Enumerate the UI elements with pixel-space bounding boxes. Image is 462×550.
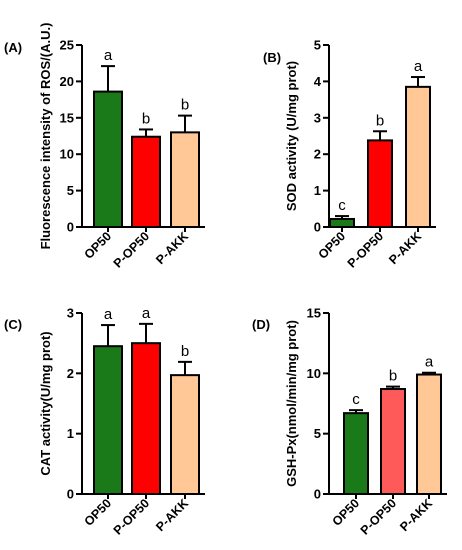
y-tick-label: 20: [60, 74, 74, 89]
x-tick-label: P-OP50: [345, 229, 386, 270]
y-axis-title: Fluorescence intensity of ROS/(A.U.): [38, 23, 53, 250]
y-axis-title: GSH-Px(nmol/min/mg prot): [284, 320, 299, 487]
significance-letter: b: [142, 110, 150, 127]
panel-label: (A): [4, 40, 22, 55]
significance-letter: b: [181, 97, 189, 114]
y-tick-label: 10: [307, 366, 321, 381]
y-tick-label: 3: [67, 306, 74, 321]
panel-label: (D): [252, 317, 270, 332]
y-tick-label: 2: [314, 147, 321, 162]
x-tick-label: P-AKK: [153, 229, 191, 267]
x-tick-label: OP50: [82, 496, 115, 529]
significance-letter: b: [181, 343, 189, 360]
bar-p-akk: [416, 373, 442, 496]
y-tick-label: 10: [60, 147, 74, 162]
x-tick-label: P-OP50: [111, 496, 152, 537]
y-tick-label: 5: [314, 38, 321, 53]
bar-op50: [93, 90, 123, 229]
panel-label: (B): [263, 50, 281, 65]
y-tick-label: 0: [314, 487, 321, 502]
chart-panel-d: (D) 0 5 10 15 GSH-Px(nmol/min/mg prot) c OP50 b P…: [252, 306, 447, 538]
x-tick-label: P-OP50: [358, 496, 399, 537]
bar-p-akk: [170, 131, 200, 228]
significance-letter: b: [376, 112, 384, 129]
y-tick-label: 25: [60, 38, 74, 53]
panel-label: (C): [4, 317, 22, 332]
bar-op50: [329, 217, 355, 229]
bar-p-op50: [131, 342, 161, 495]
significance-letter: a: [142, 305, 151, 322]
y-tick-label: 4: [314, 74, 322, 89]
x-tick-label: OP50: [82, 229, 115, 262]
y-tick-label: 15: [60, 110, 74, 125]
y-tick-label: 0: [67, 220, 74, 235]
bar-op50: [93, 345, 123, 495]
x-tick-label: P-AKK: [397, 496, 435, 534]
y-tick-label: 2: [67, 366, 74, 381]
y-tick-label: 1: [67, 426, 74, 441]
x-tick-label: OP50: [330, 496, 363, 529]
significance-letter: c: [352, 391, 360, 408]
y-axis-title: SOD activity (U/mg prot): [284, 61, 299, 211]
significance-letter: a: [104, 47, 113, 64]
y-tick-label: 15: [307, 306, 321, 321]
y-tick-label: 5: [67, 183, 74, 198]
bar-op50: [343, 412, 369, 495]
x-tick-label: P-OP50: [111, 229, 152, 270]
x-tick-label: P-AKK: [153, 496, 191, 534]
bar-p-op50: [131, 135, 161, 228]
bar-p-op50: [380, 388, 406, 495]
bar-p-akk: [170, 374, 200, 496]
significance-letter: a: [414, 58, 423, 75]
significance-letter: b: [389, 368, 397, 385]
chart-panel-a: (A) 0 5 10 15 20 25 Fluorescence intensity of R…: [4, 23, 205, 271]
y-tick-label: 3: [314, 110, 321, 125]
significance-letter: c: [338, 197, 346, 214]
y-tick-label: 0: [67, 487, 74, 502]
bar-p-op50: [367, 139, 393, 228]
chart-panel-c: (C) 0 1 2 3 CAT activity(U/mg prot) a OP50 a P-OP…: [4, 305, 205, 538]
significance-letter: a: [425, 354, 434, 371]
y-axis-title: CAT activity(U/mg prot): [38, 331, 53, 475]
y-tick-label: 1: [314, 183, 321, 198]
x-tick-label: P-AKK: [386, 229, 424, 267]
y-tick-label: 0: [314, 220, 321, 235]
y-tick-label: 5: [314, 426, 321, 441]
significance-letter: a: [104, 306, 113, 323]
bar-p-akk: [405, 85, 431, 228]
